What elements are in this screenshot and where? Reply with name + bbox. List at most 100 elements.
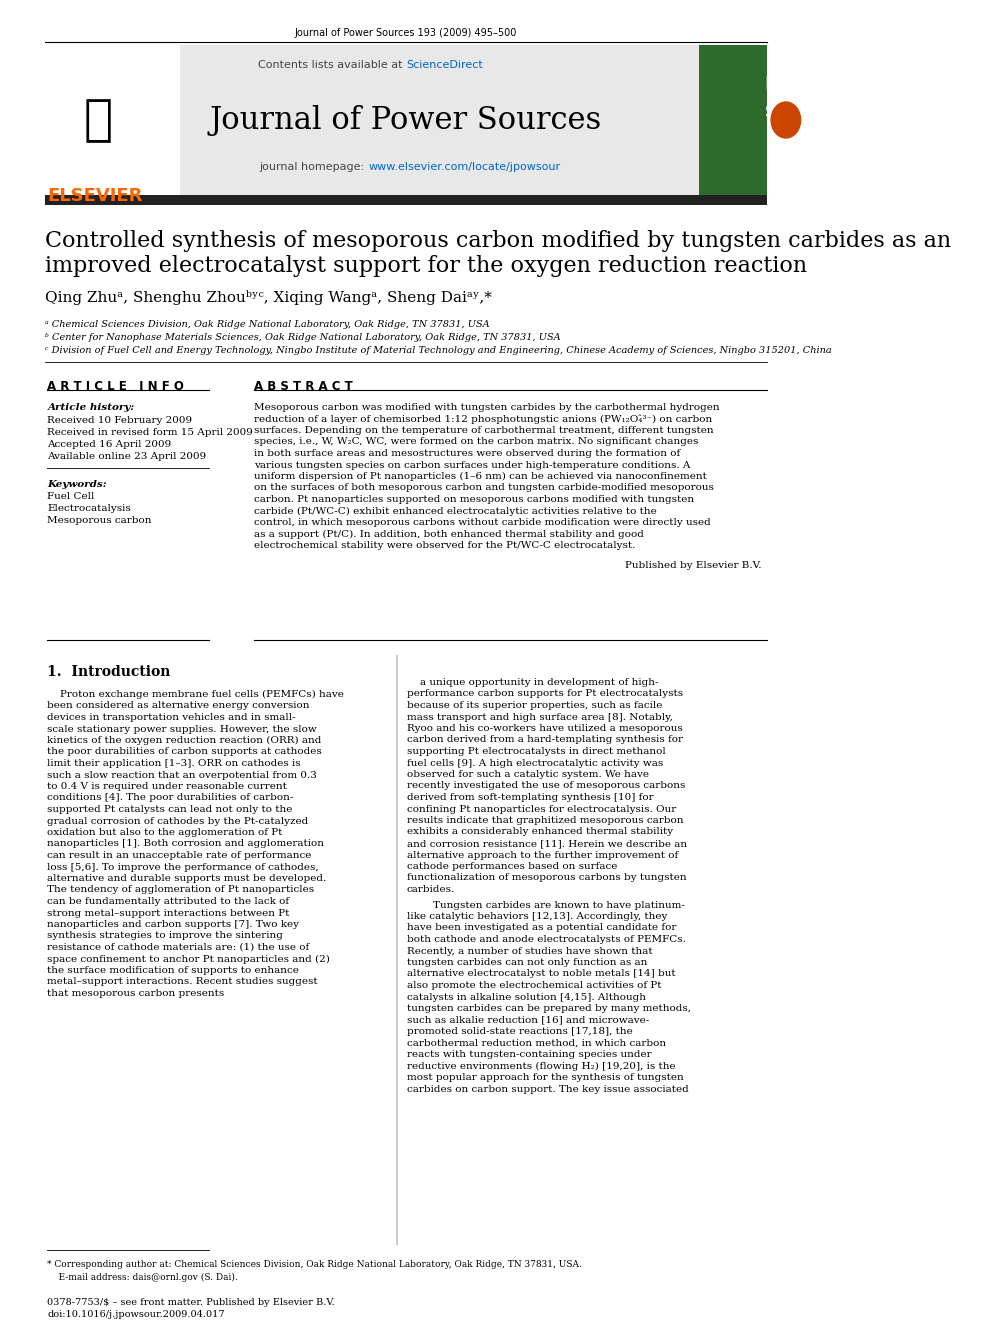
- Text: supported Pt catalysts can lead not only to the: supported Pt catalysts can lead not only…: [48, 804, 293, 814]
- Text: derived from soft-templating synthesis [10] for: derived from soft-templating synthesis […: [407, 792, 654, 802]
- Text: metal–support interactions. Recent studies suggest: metal–support interactions. Recent studi…: [48, 978, 318, 987]
- Text: kinetics of the oxygen reduction reaction (ORR) and: kinetics of the oxygen reduction reactio…: [48, 736, 321, 745]
- Text: * Corresponding author at: Chemical Sciences Division, Oak Ridge National Labora: * Corresponding author at: Chemical Scie…: [48, 1259, 582, 1269]
- Text: reduction of a layer of chemisorbed 1:12 phosphotungstic anions (PW₁₂O₄̂³⁻) on c: reduction of a layer of chemisorbed 1:12…: [254, 414, 712, 423]
- Text: catalysts in alkaline solution [4,15]. Although: catalysts in alkaline solution [4,15]. A…: [407, 992, 646, 1002]
- Text: reductive environments (flowing H₂) [19,20], is the: reductive environments (flowing H₂) [19,…: [407, 1061, 676, 1070]
- Text: www.elsevier.com/locate/jpowsour: www.elsevier.com/locate/jpowsour: [368, 161, 560, 172]
- Text: space confinement to anchor Pt nanoparticles and (2): space confinement to anchor Pt nanoparti…: [48, 954, 330, 963]
- Text: Controlled synthesis of mesoporous carbon modified by tungsten carbides as an: Controlled synthesis of mesoporous carbo…: [45, 230, 951, 251]
- Text: because of its superior properties, such as facile: because of its superior properties, such…: [407, 701, 663, 710]
- Text: Available online 23 April 2009: Available online 23 April 2009: [48, 452, 206, 460]
- Text: supporting Pt electrocatalysts in direct methanol: supporting Pt electrocatalysts in direct…: [407, 747, 666, 755]
- Text: also promote the electrochemical activities of Pt: also promote the electrochemical activit…: [407, 980, 662, 990]
- Text: Qing Zhuᵃ, Shenghu Zhouᵇʸᶜ, Xiqing Wangᵃ, Sheng Daiᵃʸ,*: Qing Zhuᵃ, Shenghu Zhouᵇʸᶜ, Xiqing Wangᵃ…: [45, 290, 492, 306]
- Text: Ryoo and his co-workers have utilized a mesoporous: Ryoo and his co-workers have utilized a …: [407, 724, 682, 733]
- Text: Contents lists available at: Contents lists available at: [258, 60, 406, 70]
- Text: scale stationary power supplies. However, the slow: scale stationary power supplies. However…: [48, 725, 317, 733]
- Text: 🌳: 🌳: [83, 97, 113, 144]
- Text: in both surface areas and mesostructures were observed during the formation of: in both surface areas and mesostructures…: [254, 448, 680, 458]
- Text: both cathode and anode electrocatalysts of PEMFCs.: both cathode and anode electrocatalysts …: [407, 935, 685, 945]
- Text: improved electrocatalyst support for the oxygen reduction reaction: improved electrocatalyst support for the…: [45, 255, 807, 277]
- Text: 0378-7753/$ – see front matter. Published by Elsevier B.V.: 0378-7753/$ – see front matter. Publishe…: [48, 1298, 335, 1307]
- Text: Fuel Cell: Fuel Cell: [48, 492, 95, 501]
- Text: limit their application [1–3]. ORR on cathodes is: limit their application [1–3]. ORR on ca…: [48, 759, 302, 767]
- Text: like catalytic behaviors [12,13]. Accordingly, they: like catalytic behaviors [12,13]. Accord…: [407, 912, 668, 921]
- Text: journal homepage:: journal homepage:: [260, 161, 368, 172]
- Text: 1.  Introduction: 1. Introduction: [48, 665, 171, 679]
- Text: been considered as alternative energy conversion: been considered as alternative energy co…: [48, 701, 310, 710]
- Text: Recently, a number of studies have shown that: Recently, a number of studies have shown…: [407, 946, 653, 955]
- Text: results indicate that graphitized mesoporous carbon: results indicate that graphitized mesopo…: [407, 816, 683, 826]
- Text: the surface modification of supports to enhance: the surface modification of supports to …: [48, 966, 300, 975]
- Text: various tungsten species on carbon surfaces under high-temperature conditions. A: various tungsten species on carbon surfa…: [254, 460, 690, 470]
- Text: ᵃ Chemical Sciences Division, Oak Ridge National Laboratory, Oak Ridge, TN 37831: ᵃ Chemical Sciences Division, Oak Ridge …: [45, 320, 490, 329]
- Text: fuel cells [9]. A high electrocatalytic activity was: fuel cells [9]. A high electrocatalytic …: [407, 758, 663, 767]
- Text: most popular approach for the synthesis of tungsten: most popular approach for the synthesis …: [407, 1073, 683, 1082]
- Text: conditions [4]. The poor durabilities of carbon-: conditions [4]. The poor durabilities of…: [48, 794, 294, 803]
- Text: that mesoporous carbon presents: that mesoporous carbon presents: [48, 990, 225, 998]
- Text: Article history:: Article history:: [48, 404, 135, 411]
- Text: carbothermal reduction method, in which carbon: carbothermal reduction method, in which …: [407, 1039, 666, 1048]
- Text: alternative and durable supports must be developed.: alternative and durable supports must be…: [48, 875, 326, 882]
- Text: Mesoporous carbon was modified with tungsten carbides by the carbothermal hydrog: Mesoporous carbon was modified with tung…: [254, 404, 719, 411]
- Text: Keywords:: Keywords:: [48, 480, 107, 490]
- Text: POWER: POWER: [765, 75, 845, 94]
- Text: A R T I C L E   I N F O: A R T I C L E I N F O: [48, 380, 185, 393]
- FancyBboxPatch shape: [45, 45, 181, 194]
- Text: doi:10.1016/j.jpowsour.2009.04.017: doi:10.1016/j.jpowsour.2009.04.017: [48, 1310, 225, 1319]
- Text: ᵇ Center for Nanophase Materials Sciences, Oak Ridge National Laboratory, Oak Ri: ᵇ Center for Nanophase Materials Science…: [45, 333, 560, 343]
- Text: devices in transportation vehicles and in small-: devices in transportation vehicles and i…: [48, 713, 296, 722]
- Text: Accepted 16 April 2009: Accepted 16 April 2009: [48, 441, 172, 448]
- Text: JOURNAL OF: JOURNAL OF: [770, 60, 817, 66]
- Text: carbides on carbon support. The key issue associated: carbides on carbon support. The key issu…: [407, 1085, 688, 1094]
- FancyBboxPatch shape: [699, 45, 767, 194]
- Text: nanoparticles and carbon supports [7]. Two key: nanoparticles and carbon supports [7]. T…: [48, 919, 300, 929]
- FancyBboxPatch shape: [45, 194, 767, 205]
- Text: uniform dispersion of Pt nanoparticles (1–6 nm) can be achieved via nanoconfinem: uniform dispersion of Pt nanoparticles (…: [254, 472, 706, 482]
- Text: reacts with tungsten-containing species under: reacts with tungsten-containing species …: [407, 1050, 652, 1058]
- Text: synthesis strategies to improve the sintering: synthesis strategies to improve the sint…: [48, 931, 284, 941]
- Text: as a support (Pt/C). In addition, both enhanced thermal stability and good: as a support (Pt/C). In addition, both e…: [254, 529, 644, 538]
- Text: functionalization of mesoporous carbons by tungsten: functionalization of mesoporous carbons …: [407, 873, 686, 882]
- Text: oxidation but also to the agglomeration of Pt: oxidation but also to the agglomeration …: [48, 828, 283, 837]
- Text: Tungsten carbides are known to have platinum-: Tungsten carbides are known to have plat…: [407, 901, 684, 909]
- Text: gradual corrosion of cathodes by the Pt-catalyzed: gradual corrosion of cathodes by the Pt-…: [48, 816, 309, 826]
- Text: surfaces. Depending on the temperature of carbothermal treatment, different tung: surfaces. Depending on the temperature o…: [254, 426, 713, 435]
- Text: mass transport and high surface area [8]. Notably,: mass transport and high surface area [8]…: [407, 713, 673, 721]
- Text: tungsten carbides can be prepared by many methods,: tungsten carbides can be prepared by man…: [407, 1004, 690, 1013]
- Text: strong metal–support interactions between Pt: strong metal–support interactions betwee…: [48, 909, 290, 917]
- Text: confining Pt nanoparticles for electrocatalysis. Our: confining Pt nanoparticles for electroca…: [407, 804, 677, 814]
- Text: can be fundamentally attributed to the lack of: can be fundamentally attributed to the l…: [48, 897, 290, 906]
- Text: Received 10 February 2009: Received 10 February 2009: [48, 415, 192, 425]
- Text: carbon. Pt nanoparticles supported on mesoporous carbons modified with tungsten: carbon. Pt nanoparticles supported on me…: [254, 495, 693, 504]
- Text: Electrocatalysis: Electrocatalysis: [48, 504, 131, 513]
- Text: performance carbon supports for Pt electrocatalysts: performance carbon supports for Pt elect…: [407, 689, 682, 699]
- Text: ScienceDirect: ScienceDirect: [406, 60, 483, 70]
- Text: carbide (Pt/WC-C) exhibit enhanced electrocatalytic activities relative to the: carbide (Pt/WC-C) exhibit enhanced elect…: [254, 507, 657, 516]
- Text: alternative approach to the further improvement of: alternative approach to the further impr…: [407, 851, 679, 860]
- Text: Published by Elsevier B.V.: Published by Elsevier B.V.: [625, 561, 761, 569]
- Text: electrochemical stability were observed for the Pt/WC-C electrocatalyst.: electrochemical stability were observed …: [254, 541, 635, 550]
- Text: on the surfaces of both mesoporous carbon and tungsten carbide-modified mesoporo: on the surfaces of both mesoporous carbo…: [254, 483, 713, 492]
- Text: can result in an unacceptable rate of performance: can result in an unacceptable rate of pe…: [48, 851, 311, 860]
- Text: Received in revised form 15 April 2009: Received in revised form 15 April 2009: [48, 429, 253, 437]
- Text: to 0.4 V is required under reasonable current: to 0.4 V is required under reasonable cu…: [48, 782, 288, 791]
- Text: recently investigated the use of mesoporous carbons: recently investigated the use of mesopor…: [407, 782, 685, 791]
- Circle shape: [771, 102, 801, 138]
- Text: ᶜ Division of Fuel Cell and Energy Technology, Ningbo Institute of Material Tech: ᶜ Division of Fuel Cell and Energy Techn…: [45, 347, 831, 355]
- Text: carbon derived from a hard-templating synthesis for: carbon derived from a hard-templating sy…: [407, 736, 682, 745]
- Text: Mesoporous carbon: Mesoporous carbon: [48, 516, 152, 525]
- Text: alternative electrocatalyst to noble metals [14] but: alternative electrocatalyst to noble met…: [407, 970, 676, 979]
- Text: cathode performances based on surface: cathode performances based on surface: [407, 863, 617, 871]
- Text: SOURCES: SOURCES: [765, 105, 845, 120]
- Text: a unique opportunity in development of high-: a unique opportunity in development of h…: [407, 677, 659, 687]
- Text: Proton exchange membrane fuel cells (PEMFCs) have: Proton exchange membrane fuel cells (PEM…: [48, 691, 344, 699]
- Text: promoted solid-state reactions [17,18], the: promoted solid-state reactions [17,18], …: [407, 1027, 633, 1036]
- Text: have been investigated as a potential candidate for: have been investigated as a potential ca…: [407, 923, 677, 933]
- Text: exhibits a considerably enhanced thermal stability: exhibits a considerably enhanced thermal…: [407, 827, 673, 836]
- Text: The tendency of agglomeration of Pt nanoparticles: The tendency of agglomeration of Pt nano…: [48, 885, 314, 894]
- Text: A B S T R A C T: A B S T R A C T: [254, 380, 352, 393]
- Text: ELSEVIER: ELSEVIER: [48, 187, 143, 205]
- Text: observed for such a catalytic system. We have: observed for such a catalytic system. We…: [407, 770, 649, 779]
